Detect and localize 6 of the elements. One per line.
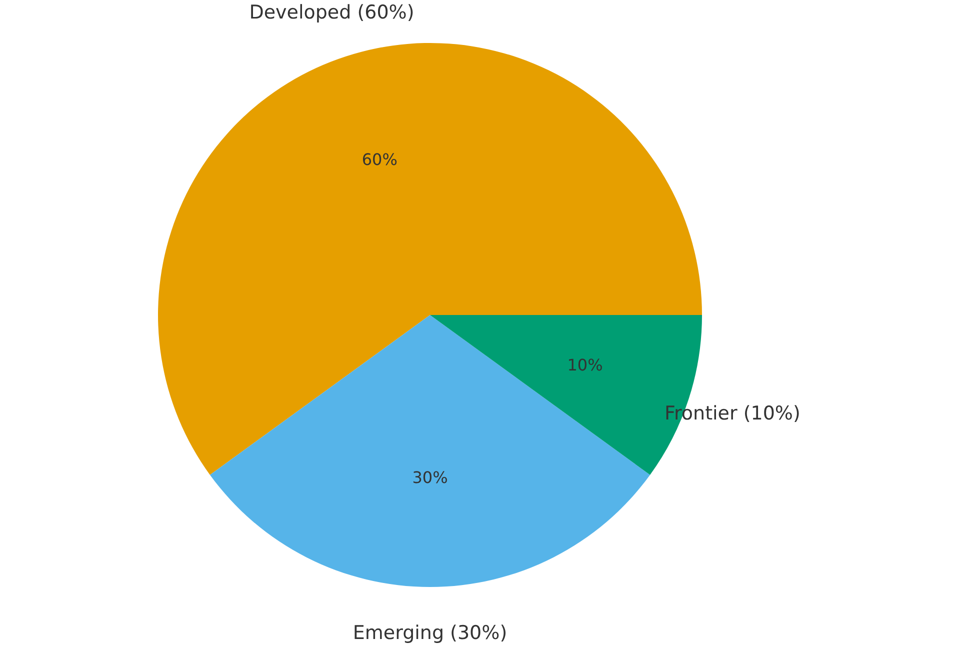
data-label: 60% bbox=[362, 150, 398, 169]
data-label: 30% bbox=[412, 468, 448, 487]
slice-label: Developed (60%) bbox=[249, 2, 414, 24]
data-label: 10% bbox=[567, 355, 603, 374]
pie-slice bbox=[210, 315, 650, 586]
slice-label: Emerging (30%) bbox=[352, 622, 508, 644]
